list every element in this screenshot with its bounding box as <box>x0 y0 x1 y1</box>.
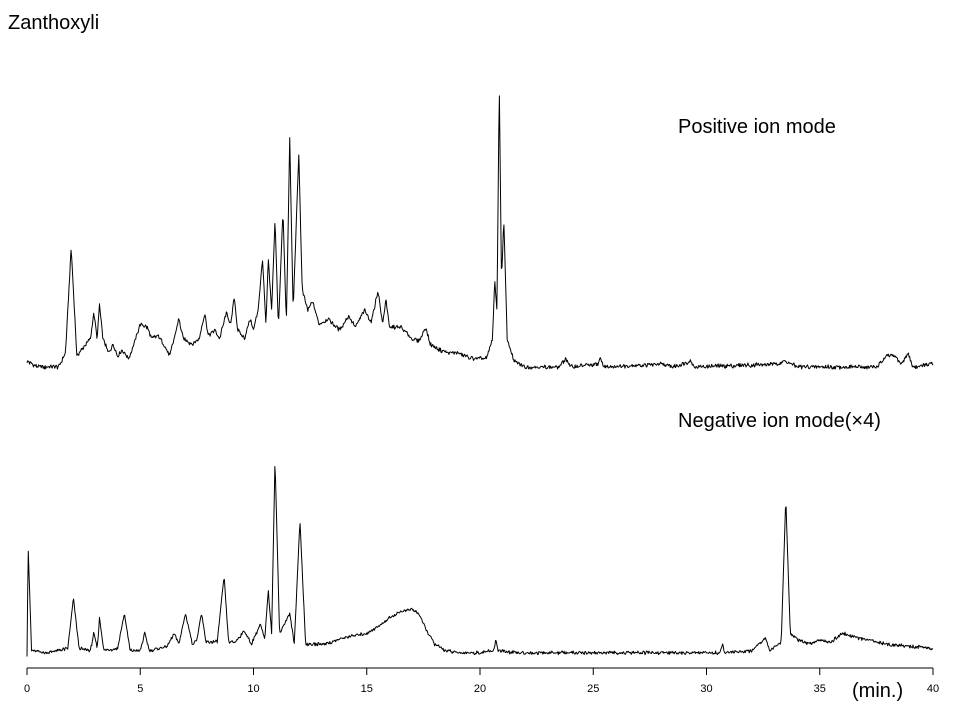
x-axis-label: (min.) <box>852 680 903 702</box>
x-tick-label: 5 <box>137 683 143 695</box>
x-tick-label: 10 <box>247 683 259 695</box>
x-tick-label: 20 <box>474 683 486 695</box>
x-tick-label: 15 <box>361 683 373 695</box>
x-tick-label: 40 <box>927 683 939 695</box>
positive-mode-label: Positive ion mode <box>678 116 836 138</box>
x-tick-label: 35 <box>814 683 826 695</box>
chart-title: Zanthoxyli <box>8 12 99 34</box>
x-axis-ticks: 0 5 10 15 20 25 30 35 40 <box>24 668 939 695</box>
x-tick-label: 25 <box>587 683 599 695</box>
x-tick-label: 0 <box>24 683 30 695</box>
negative-mode-label: Negative ion mode(×4) <box>678 410 881 432</box>
negative-mode-trace <box>26 465 934 657</box>
x-tick-label: 30 <box>700 683 712 695</box>
positive-mode-trace <box>26 95 934 370</box>
